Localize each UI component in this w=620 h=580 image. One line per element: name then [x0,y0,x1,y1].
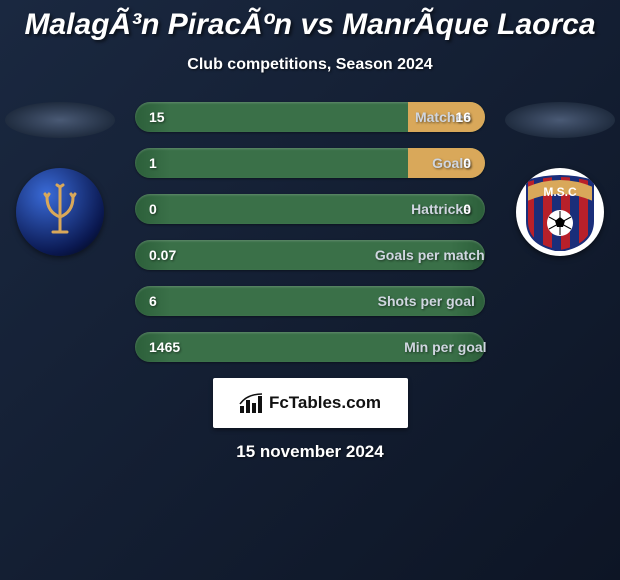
chart-bars-icon [239,392,263,414]
stat-label: Shots per goal [378,293,475,309]
player-ellipse-right [505,102,615,138]
stat-left-value: 15 [149,109,165,125]
stat-row: 1Goals0 [135,148,485,178]
subtitle: Club competitions, Season 2024 [0,56,620,74]
stat-left-value: 0 [149,201,157,217]
stat-left-value: 1465 [149,339,180,355]
shield-text: M.S.C [543,185,577,199]
stat-left-value: 6 [149,293,157,309]
stat-right-value: 0 [463,155,471,171]
stat-row: 6 Shots per goal [135,286,485,316]
stat-row: 1465 Min per goal [135,332,485,362]
stat-row: 0Hattricks0 [135,194,485,224]
stat-row: 0.07 Goals per match [135,240,485,270]
stat-label: Goals per match [375,247,485,263]
page-title: MalagÃ³n PiracÃºn vs ManrÃ­que Laorca [0,0,620,42]
stat-right-value: 0 [463,201,471,217]
left-side [5,102,115,256]
main-content: 15Matches161Goals00Hattricks00.07Goals p… [0,102,620,362]
stats-column: 15Matches161Goals00Hattricks00.07Goals p… [135,102,485,362]
club-logo-right: M.S.C [516,168,604,256]
trident-icon [35,182,85,242]
stat-left-value: 1 [149,155,157,171]
stat-right-value: 16 [455,109,471,125]
stat-left-value: 0.07 [149,247,176,263]
date-text: 15 november 2024 [0,442,620,462]
shield-icon: M.S.C [525,173,595,251]
stat-row: 15Matches16 [135,102,485,132]
stat-label: Min per goal [404,339,486,355]
player-ellipse-left [5,102,115,138]
club-logo-left [16,168,104,256]
branding-badge: FcTables.com [213,378,408,428]
right-side: M.S.C [505,102,615,256]
stat-label: Hattricks [411,201,471,217]
branding-text: FcTables.com [269,393,381,413]
